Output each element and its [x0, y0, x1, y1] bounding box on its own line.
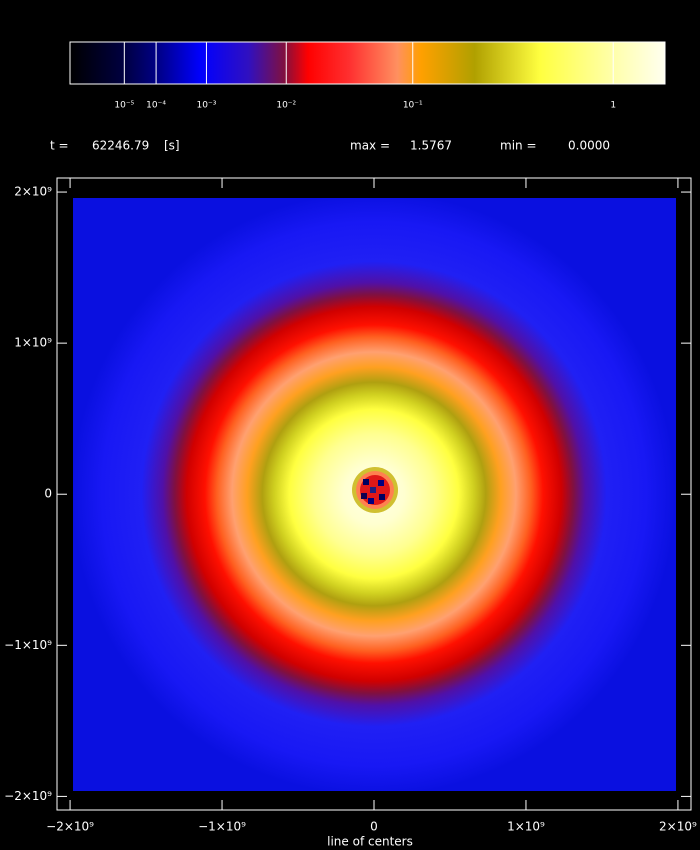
- colorbar-tick-label: 1: [610, 101, 616, 111]
- x-axis-label: line of centers: [327, 835, 413, 849]
- colorbar-tick-label: 10⁻²: [276, 101, 296, 111]
- center-spot: [352, 467, 398, 513]
- x-tick-label: −2×10⁹: [46, 820, 94, 834]
- colorbar-tick-label: 10⁻¹: [403, 101, 423, 111]
- y-tick-label: −2×10⁹: [4, 789, 52, 803]
- colorbar: [69, 41, 666, 85]
- time-unit: [s]: [164, 139, 180, 153]
- colorbar-tick-label: 10⁻⁴: [146, 101, 166, 111]
- y-tick-label: 0: [44, 487, 52, 501]
- min-value: 0.0000: [568, 139, 610, 153]
- y-tick-label: −1×10⁹: [4, 638, 52, 652]
- time-value: 62246.79: [92, 139, 149, 153]
- colorbar-tick-label: 10⁻⁵: [114, 101, 134, 111]
- max-label: max =: [350, 139, 390, 153]
- time-label: t =: [50, 139, 69, 153]
- x-tick-label: −1×10⁹: [198, 820, 246, 834]
- x-tick-label: 1×10⁹: [507, 820, 545, 834]
- y-tick-label: 2×10⁹: [14, 185, 52, 199]
- max-value: 1.5767: [410, 139, 452, 153]
- colorbar-tick-label: 10⁻³: [197, 101, 217, 111]
- x-tick-label: 0: [370, 820, 378, 834]
- min-label: min =: [500, 139, 537, 153]
- x-tick-label: 2×10⁹: [659, 820, 697, 834]
- y-tick-label: 1×10⁹: [14, 336, 52, 350]
